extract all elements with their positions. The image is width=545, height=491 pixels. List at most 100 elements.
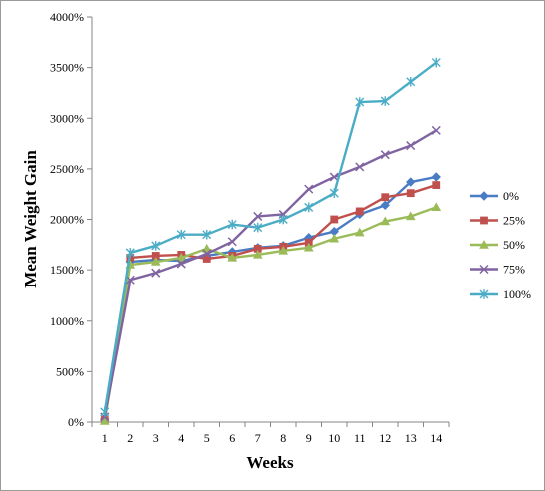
plot-area: 0% 500% 1000% 1500% 2000% 2500% 3000% 3500% 4000… (50, 10, 450, 445)
data-point (304, 202, 314, 213)
legend-label: 25% (503, 214, 525, 228)
marker-stroke (151, 268, 161, 278)
series-line (103, 129, 437, 418)
y-tick-label: 4000% (50, 10, 84, 24)
series-line (103, 183, 437, 421)
data-point (431, 57, 441, 68)
y-axis-title: Mean Weight Gain (21, 150, 40, 288)
data-point (381, 193, 390, 202)
legend-marker (479, 289, 489, 299)
x-tick-label: 1 (102, 431, 108, 445)
legend-label: 0% (503, 189, 519, 203)
data-point (329, 188, 339, 198)
data-point (227, 219, 237, 230)
data-point (176, 229, 186, 240)
legend-marker (479, 264, 489, 275)
series-line (103, 206, 437, 422)
data-point (354, 227, 365, 237)
x-axis-ticks: 1 2 3 4 5 6 7 8 9 10 11 12 13 14 (91, 422, 450, 445)
data-point (278, 245, 289, 255)
marker-stroke (355, 162, 365, 172)
data-point (202, 229, 212, 240)
data-point (125, 275, 135, 285)
legend-item: 25% (470, 214, 525, 228)
series-3 (99, 202, 442, 425)
data-point (253, 222, 263, 233)
data-point (100, 407, 110, 417)
data-point (432, 181, 441, 189)
y-tick-label: 2000% (50, 213, 84, 227)
data-point (304, 184, 314, 194)
y-tick-label: 500% (56, 364, 84, 378)
data-point (202, 249, 212, 259)
data-point (406, 177, 416, 187)
data-point (380, 96, 390, 106)
x-tick-label: 12 (379, 431, 391, 445)
data-point (176, 259, 186, 269)
marker-stroke (202, 249, 212, 259)
y-tick-label: 0% (68, 415, 84, 429)
data-point (406, 189, 415, 198)
marker-stroke (406, 141, 416, 151)
y-tick-label: 3000% (50, 111, 84, 125)
data-point (431, 125, 441, 135)
y-tick-label: 3500% (50, 61, 84, 75)
marker-stroke (380, 150, 390, 160)
data-point (431, 202, 442, 212)
data-point (151, 241, 161, 251)
x-tick-label: 2 (127, 431, 133, 445)
marker-stroke (431, 125, 441, 135)
legend-label: 100% (503, 287, 531, 301)
series-1 (100, 172, 441, 424)
data-point (202, 255, 211, 263)
data-point (431, 172, 441, 182)
x-tick-label: 5 (204, 431, 210, 445)
data-point (151, 268, 161, 278)
x-tick-label: 10 (328, 431, 340, 445)
x-tick-label: 7 (255, 431, 261, 445)
series-2 (100, 181, 441, 424)
marker-stroke (479, 264, 489, 275)
marker-stroke (125, 275, 135, 285)
data-point (99, 415, 110, 425)
y-tick-label: 1500% (50, 263, 84, 277)
data-point (406, 141, 416, 151)
data-point (201, 243, 212, 253)
data-point (355, 162, 365, 172)
marker-stroke (253, 211, 263, 221)
data-point (150, 256, 161, 266)
x-tick-label: 13 (405, 431, 417, 445)
legend-label: 50% (503, 238, 525, 252)
data-point (176, 252, 187, 262)
series-line (103, 61, 437, 413)
marker-stroke (176, 259, 186, 269)
data-point (278, 214, 288, 225)
data-point (227, 252, 238, 262)
x-tick-label: 9 (306, 431, 312, 445)
data-point (355, 97, 365, 107)
y-tick-label: 2500% (50, 162, 84, 176)
data-point (252, 249, 263, 259)
y-tick-label: 1000% (50, 314, 84, 328)
data-point (125, 248, 135, 258)
series-5 (100, 57, 441, 417)
data-point (227, 237, 237, 247)
data-point (355, 207, 364, 216)
x-tick-label: 11 (354, 431, 366, 445)
legend-label: 75% (503, 263, 525, 277)
legend-item: 100% (470, 287, 531, 301)
marker-stroke (304, 184, 314, 194)
legend-item: 50% (470, 238, 525, 252)
data-point (405, 211, 416, 221)
marker-stroke (329, 172, 339, 182)
legend-marker (480, 216, 488, 225)
legend-item: 0% (470, 189, 519, 203)
series-4 (100, 125, 441, 422)
legend-marker (479, 191, 489, 201)
data-point (329, 233, 340, 243)
data-point (380, 150, 390, 160)
data-point (380, 216, 391, 226)
data-point (380, 200, 390, 211)
legend-item: 75% (470, 263, 525, 277)
